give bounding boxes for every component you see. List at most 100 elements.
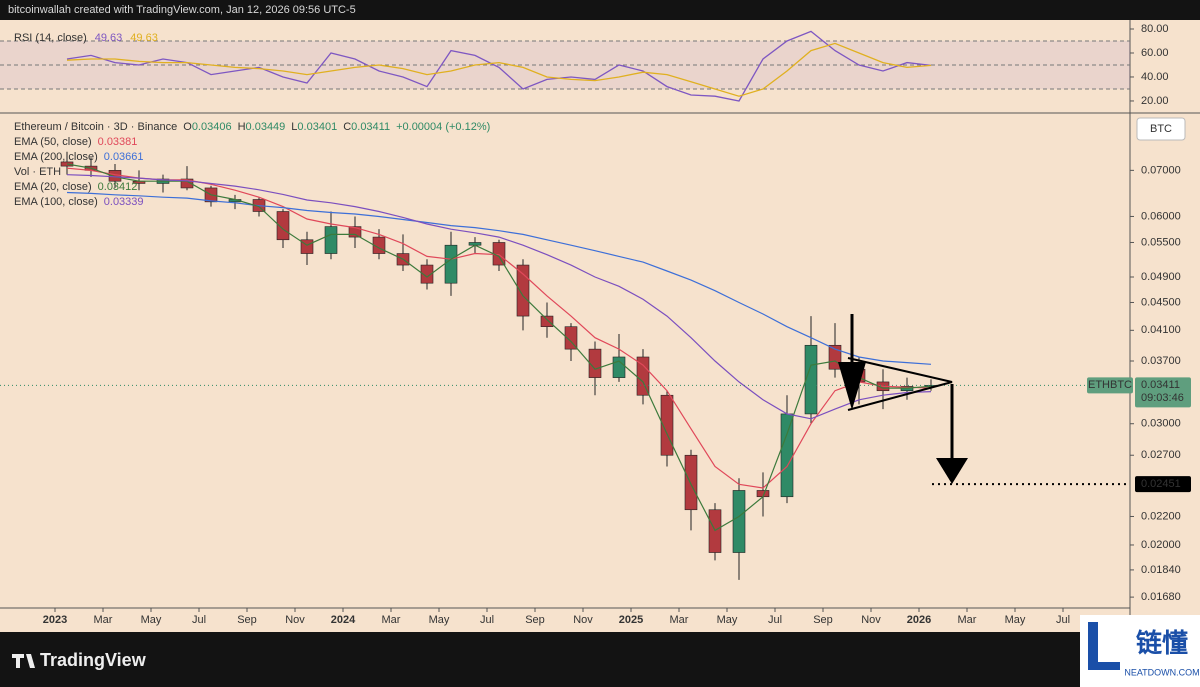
- brand-logo: [12, 654, 35, 668]
- y-tick-label: 0.02000: [1141, 539, 1181, 551]
- candle-body: [804, 344, 818, 415]
- series-line: [66, 42, 932, 97]
- x-tick-label: Sep: [237, 614, 257, 626]
- x-tick-label: Jul: [768, 614, 782, 626]
- y-tick-label: 0.04100: [1141, 324, 1181, 336]
- x-tick-label: Nov: [573, 614, 593, 626]
- y-tick-label: 40.00: [1141, 71, 1169, 83]
- legend-name: EMA (50, close): [14, 136, 92, 148]
- annotations: [838, 314, 968, 484]
- candle-body: [708, 509, 722, 553]
- x-tick-label: Jul: [480, 614, 494, 626]
- candle-body: [180, 178, 194, 189]
- ohlc-value: 0.03411: [351, 121, 390, 133]
- x-tick-label: Sep: [525, 614, 545, 626]
- ohlc-label: C: [343, 121, 351, 133]
- legend-item: EMA (20, close) 0.03412: [14, 181, 137, 193]
- brand-text: TradingView: [40, 650, 147, 670]
- candle-body: [276, 211, 290, 241]
- legend-name: EMA (100, close): [14, 196, 98, 208]
- legend-value: 0.03339: [104, 196, 144, 208]
- ohlc-value: 0.03406: [192, 121, 232, 133]
- legend-value: 49.63: [130, 32, 158, 44]
- y-tick-label: 0.01680: [1141, 591, 1181, 603]
- x-tick-label: May: [1005, 614, 1026, 626]
- candle-body: [492, 242, 506, 266]
- y-tick-label: 0.07000: [1141, 164, 1181, 176]
- y-tick-label: 0.06000: [1141, 210, 1181, 222]
- y-tick-label: 0.04900: [1141, 271, 1181, 283]
- x-tick-label: 2023: [43, 614, 67, 626]
- y-tick-label: 60.00: [1141, 47, 1169, 59]
- target-box: [1135, 476, 1191, 493]
- x-tick-label: 2026: [907, 614, 931, 626]
- x-tick-label: 2024: [331, 614, 356, 626]
- candle-body: [324, 226, 338, 254]
- ohlc-label: L: [291, 121, 297, 133]
- candle-body: [612, 356, 626, 378]
- countdown-label: 09:03:46: [1141, 392, 1184, 404]
- candle-body: [780, 413, 794, 498]
- ohlc-value: 0.03449: [246, 121, 286, 133]
- watermark-subtitle: NEATDOWN.COM: [1124, 667, 1199, 677]
- y-tick-label: 0.01840: [1141, 564, 1181, 576]
- price-box: [1135, 377, 1191, 408]
- target-label: 0.02451: [1141, 478, 1181, 490]
- symbol-box: [1087, 377, 1133, 394]
- currency-box[interactable]: [1136, 117, 1186, 141]
- y-tick-label: 0.02700: [1141, 449, 1181, 461]
- triangle-pattern: [847, 357, 953, 411]
- price-label: 0.03411: [1141, 379, 1180, 391]
- candle-body: [348, 226, 362, 238]
- x-tick-label: Mar: [94, 614, 113, 626]
- y-tick-label: 0.03000: [1141, 418, 1181, 430]
- chart-background: [0, 20, 1200, 632]
- candle-body: [732, 490, 746, 553]
- legend-item: EMA (200, close) 0.03661: [14, 151, 144, 163]
- legend: RSI (14, close) 49.63 49.63: [14, 32, 158, 44]
- ohlc-label: O: [183, 121, 192, 133]
- legend: Ethereum / Bitcoin · 3D · Binance O0.0340…: [14, 121, 490, 133]
- header-text: bitcoinwallah created with TradingView.c…: [8, 4, 356, 16]
- x-tick-label: Jul: [192, 614, 206, 626]
- legend-value: 49.63: [95, 32, 123, 44]
- series-line: [66, 163, 932, 532]
- legend-name: EMA (20, close): [14, 181, 92, 193]
- legend-item: Vol · ETH: [14, 166, 61, 178]
- x-tick-label: Mar: [958, 614, 977, 626]
- candle-body: [516, 264, 530, 317]
- series-line: [66, 167, 932, 489]
- change-value: +0.00004 (+0.12%): [396, 121, 490, 133]
- brand: TradingView: [12, 650, 147, 670]
- legend-title: Ethereum / Bitcoin · 3D · Binance: [14, 121, 177, 133]
- watermark-title: 链懂: [1136, 628, 1188, 658]
- legend-value: 0.03661: [104, 151, 144, 163]
- plot-area: 80.00 60.00 40.00 20.00 RSI (14, close) 49.63…: [0, 23, 1191, 626]
- legend-item: EMA (50, close) 0.03381: [14, 136, 137, 148]
- x-tick-label: May: [717, 614, 738, 626]
- x-tick-label: Jul: [1056, 614, 1070, 626]
- series-line: [66, 191, 932, 365]
- x-tick-label: 2025: [619, 614, 643, 626]
- x-tick-label: Sep: [813, 614, 833, 626]
- watermark-logo: [1088, 622, 1120, 670]
- legend-title: RSI (14, close): [14, 32, 87, 44]
- legend-name: EMA (200, close): [14, 151, 98, 163]
- candle-body: [540, 315, 554, 327]
- ohlc-value: 0.03401: [297, 121, 337, 133]
- legend-value: 0.03412: [98, 181, 138, 193]
- symbol-label: ETHBTC: [1088, 379, 1132, 391]
- series-line: [66, 174, 932, 420]
- ohlc-label: H: [238, 121, 246, 133]
- arrow-head: [838, 362, 866, 410]
- candle-body: [420, 264, 434, 284]
- legend-item: EMA (100, close) 0.03339: [14, 196, 144, 208]
- currency-label: BTC: [1150, 123, 1172, 135]
- x-tick-label: Nov: [285, 614, 305, 626]
- y-tick-label: 80.00: [1141, 23, 1169, 35]
- y-tick-label: 0.02200: [1141, 510, 1181, 522]
- y-tick-label: 20.00: [1141, 95, 1169, 107]
- watermark-box: [1080, 615, 1200, 687]
- series-line: [66, 30, 932, 102]
